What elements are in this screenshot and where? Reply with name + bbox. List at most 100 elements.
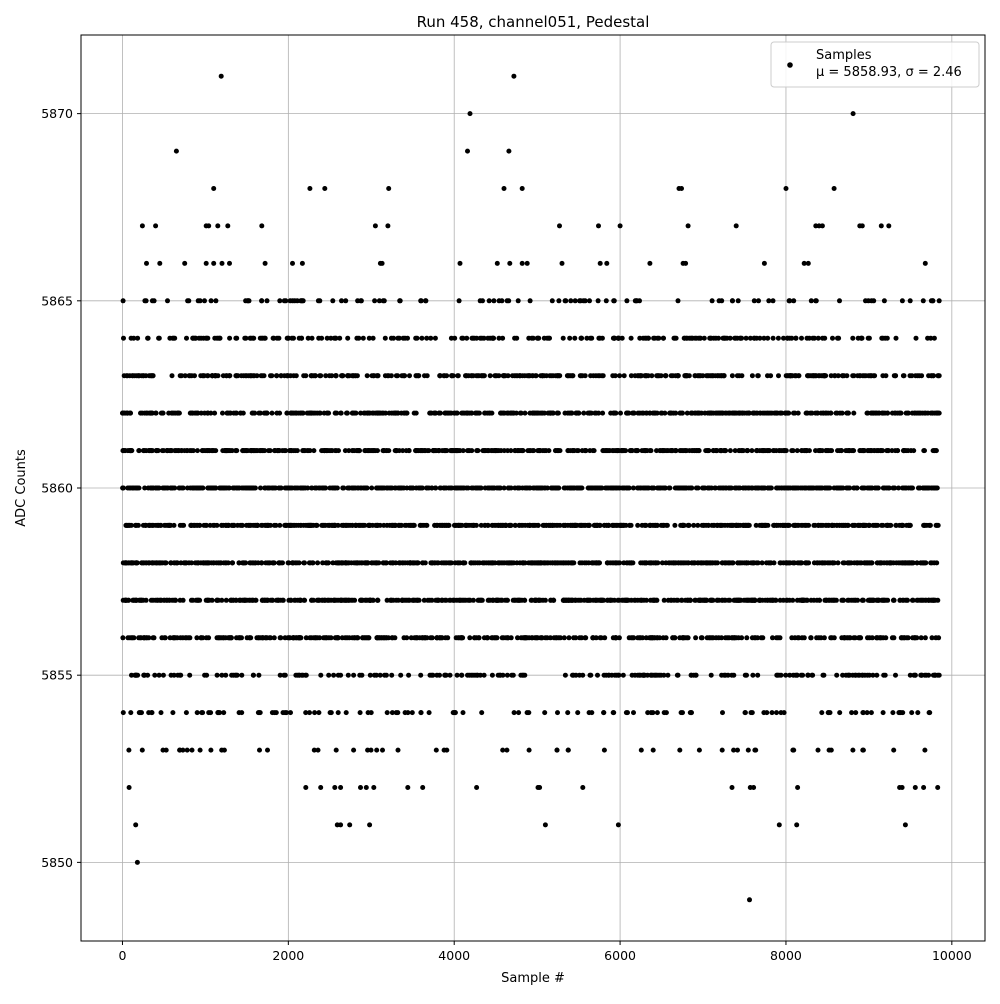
scatter-point (712, 486, 717, 491)
scatter-point (588, 336, 593, 341)
scatter-point (265, 635, 270, 640)
scatter-point (850, 336, 855, 341)
scatter-point (629, 336, 634, 341)
scatter-point (520, 373, 525, 378)
scatter-point (879, 448, 884, 453)
scatter-point (292, 298, 297, 303)
scatter-point (579, 336, 584, 341)
scatter-point (782, 448, 787, 453)
scatter-point (338, 411, 343, 416)
scatter-point (772, 448, 777, 453)
scatter-point (624, 298, 629, 303)
scatter-point (826, 710, 831, 715)
scatter-point (811, 486, 816, 491)
scatter-point (928, 336, 933, 341)
scatter-point (787, 298, 792, 303)
scatter-point (197, 336, 202, 341)
scatter-point (224, 598, 229, 603)
scatter-point (508, 448, 513, 453)
scatter-point (322, 598, 327, 603)
scatter-point (841, 560, 846, 565)
scatter-point (368, 523, 373, 528)
scatter-point (221, 710, 226, 715)
scatter-point (693, 411, 698, 416)
scatter-point (861, 448, 866, 453)
scatter-point (757, 448, 762, 453)
scatter-point (180, 635, 185, 640)
scatter-point (649, 486, 654, 491)
scatter-point (124, 373, 129, 378)
scatter-point (472, 635, 477, 640)
scatter-point (851, 111, 856, 116)
scatter-point (756, 486, 761, 491)
scatter-point (185, 748, 190, 753)
scatter-point (761, 486, 766, 491)
scatter-point (842, 635, 847, 640)
scatter-point (784, 186, 789, 191)
scatter-point (779, 673, 784, 678)
scatter-point (677, 748, 682, 753)
scatter-point (164, 748, 169, 753)
scatter-point (774, 411, 779, 416)
scatter-point (865, 411, 870, 416)
scatter-point (592, 411, 597, 416)
scatter-point (466, 486, 471, 491)
scatter-point (680, 411, 685, 416)
scatter-point (365, 448, 370, 453)
scatter-point (895, 448, 900, 453)
scatter-point (620, 598, 625, 603)
scatter-point (160, 411, 165, 416)
scatter-point (581, 298, 586, 303)
scatter-point (181, 486, 186, 491)
scatter-point (418, 673, 423, 678)
scatter-point (935, 373, 940, 378)
scatter-point (653, 523, 658, 528)
scatter-point (830, 560, 835, 565)
scatter-point (841, 486, 846, 491)
scatter-point (478, 598, 483, 603)
scatter-point (535, 336, 540, 341)
scatter-point (522, 598, 527, 603)
scatter-point (238, 598, 243, 603)
scatter-point (141, 448, 146, 453)
scatter-point (695, 523, 700, 528)
scatter-point (661, 523, 666, 528)
scatter-point (234, 373, 239, 378)
scatter-point (429, 673, 434, 678)
scatter-point (748, 598, 753, 603)
scatter-point (621, 673, 626, 678)
scatter-point (596, 298, 601, 303)
scatter-point (220, 411, 225, 416)
scatter-point (328, 710, 333, 715)
scatter-point (613, 523, 618, 528)
scatter-point (565, 710, 570, 715)
scatter-point (194, 598, 199, 603)
scatter-point (868, 448, 873, 453)
scatter-point (249, 373, 254, 378)
scatter-point (869, 486, 874, 491)
scatter-point (251, 673, 256, 678)
scatter-point (367, 336, 372, 341)
scatter-point (551, 411, 556, 416)
scatter-point (654, 598, 659, 603)
scatter-point (644, 486, 649, 491)
scatter-point (922, 748, 927, 753)
scatter-point (604, 298, 609, 303)
scatter-point (935, 598, 940, 603)
scatter-point (399, 486, 404, 491)
scatter-point (583, 635, 588, 640)
scatter-point (675, 598, 680, 603)
scatter-point (351, 411, 356, 416)
scatter-point (573, 635, 578, 640)
scatter-point (796, 523, 801, 528)
scatter-point (804, 560, 809, 565)
scatter-point (407, 373, 412, 378)
scatter-point (141, 373, 146, 378)
scatter-point (481, 560, 486, 565)
scatter-point (493, 448, 498, 453)
scatter-point (440, 635, 445, 640)
scatter-point (728, 448, 733, 453)
scatter-point (578, 486, 583, 491)
scatter-point (386, 186, 391, 191)
scatter-point (755, 373, 760, 378)
